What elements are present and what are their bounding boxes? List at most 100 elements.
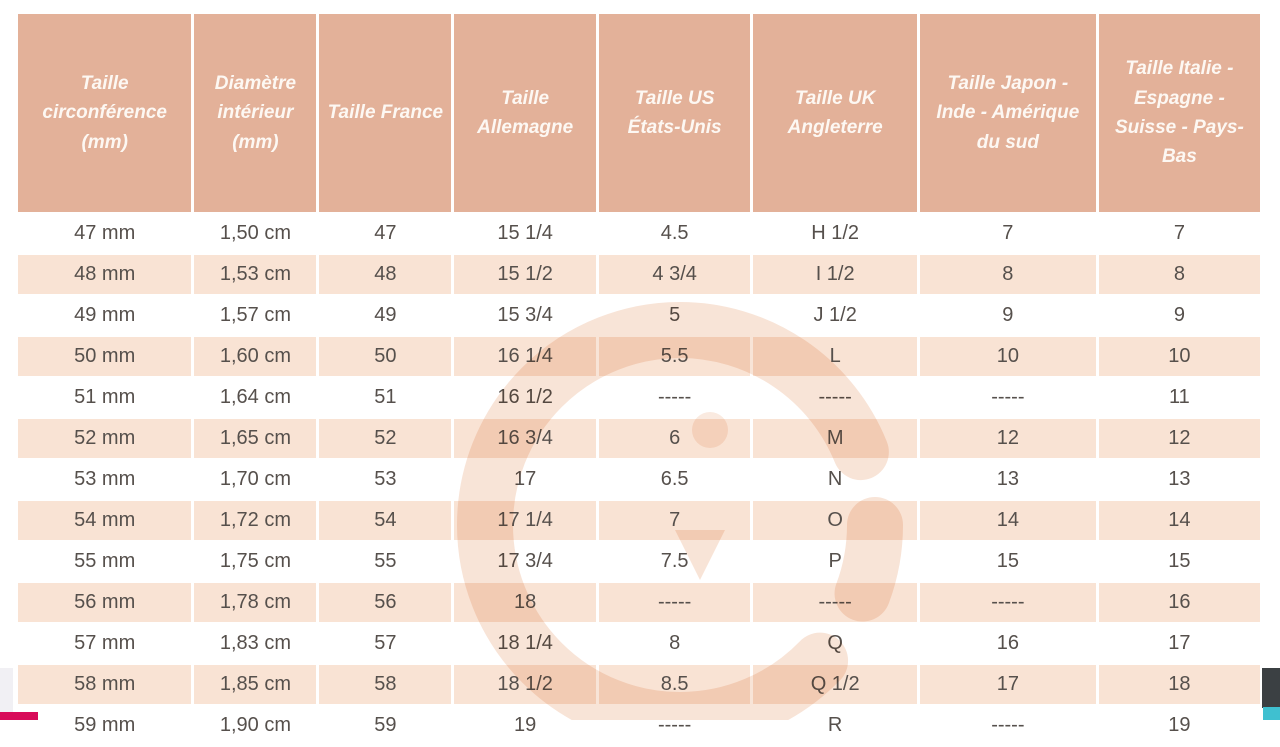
table-cell-r7-c1: 1,72 cm	[194, 501, 317, 540]
table-cell-r10-c4: 8	[598, 624, 751, 663]
table-row: 49 mm 1,57 cm 49 15 3/4 5 J 1/2 9 9	[18, 296, 1260, 335]
table-cell-r9-c7: 16	[1098, 583, 1260, 622]
header-row: Taille circonférence (mm) Diamètre intéri…	[18, 14, 1260, 212]
table-cell-r11-c1: 1,85 cm	[194, 665, 317, 704]
table-cell-r1-c2: 48	[319, 255, 452, 294]
table-cell-r10-c6: 16	[919, 624, 1096, 663]
table-cell-r2-c7: 9	[1098, 296, 1260, 335]
table-cell-r5-c7: 12	[1098, 419, 1260, 458]
table-cell-r3-c3: 16 1/4	[454, 337, 596, 376]
table-cell-r3-c6: 10	[919, 337, 1096, 376]
table-row: 47 mm 1,50 cm 47 15 1/4 4.5 H 1/2 7 7	[18, 214, 1260, 253]
table-cell-r0-c3: 15 1/4	[454, 214, 596, 253]
table-row: 58 mm 1,85 cm 58 18 1/2 8.5 Q 1/2 17 18	[18, 665, 1260, 704]
table-cell-r9-c5: -----	[753, 583, 917, 622]
table-cell-r9-c6: -----	[919, 583, 1096, 622]
table-cell-r8-c4: 7.5	[598, 542, 751, 581]
table-cell-r4-c7: 11	[1098, 378, 1260, 417]
table-cell-r5-c0: 52 mm	[18, 419, 192, 458]
table-cell-r4-c2: 51	[319, 378, 452, 417]
ring-size-conversion-page: Taille circonférence (mm) Diamètre intéri…	[0, 14, 1280, 736]
table-cell-r11-c4: 8.5	[598, 665, 751, 704]
table-cell-r3-c5: L	[753, 337, 917, 376]
table-row: 57 mm 1,83 cm 57 18 1/4 8 Q 16 17	[18, 624, 1260, 663]
table-cell-r10-c2: 57	[319, 624, 452, 663]
table-cell-r3-c0: 50 mm	[18, 337, 192, 376]
table-cell-r0-c0: 47 mm	[18, 214, 192, 253]
table-cell-r12-c1: 1,90 cm	[194, 706, 317, 745]
table-cell-r7-c4: 7	[598, 501, 751, 540]
table-cell-r9-c4: -----	[598, 583, 751, 622]
table-cell-r6-c1: 1,70 cm	[194, 460, 317, 499]
table-row: 59 mm 1,90 cm 59 19 ----- R ----- 19	[18, 706, 1260, 745]
column-header-1: Diamètre intérieur (mm)	[194, 14, 317, 212]
table-cell-r4-c5: -----	[753, 378, 917, 417]
table-row: 56 mm 1,78 cm 56 18 ----- ----- ----- 16	[18, 583, 1260, 622]
table-cell-r6-c7: 13	[1098, 460, 1260, 499]
table-cell-r0-c2: 47	[319, 214, 452, 253]
table-cell-r11-c0: 58 mm	[18, 665, 192, 704]
table-cell-r7-c0: 54 mm	[18, 501, 192, 540]
table-row: 55 mm 1,75 cm 55 17 3/4 7.5 P 15 15	[18, 542, 1260, 581]
table-cell-r2-c4: 5	[598, 296, 751, 335]
table-cell-r12-c7: 19	[1098, 706, 1260, 745]
page-edge-gray-strip	[0, 668, 13, 720]
table-cell-r0-c6: 7	[919, 214, 1096, 253]
page-edge-scrollbar-fragment	[1262, 668, 1280, 708]
table-cell-r11-c6: 17	[919, 665, 1096, 704]
table-cell-r4-c3: 16 1/2	[454, 378, 596, 417]
table-cell-r10-c5: Q	[753, 624, 917, 663]
table-row: 54 mm 1,72 cm 54 17 1/4 7 O 14 14	[18, 501, 1260, 540]
column-header-4: Taille US États-Unis	[598, 14, 751, 212]
table-cell-r9-c0: 56 mm	[18, 583, 192, 622]
table-cell-r10-c7: 17	[1098, 624, 1260, 663]
table-cell-r8-c6: 15	[919, 542, 1096, 581]
table-cell-r7-c7: 14	[1098, 501, 1260, 540]
table-cell-r11-c2: 58	[319, 665, 452, 704]
table-row: 50 mm 1,60 cm 50 16 1/4 5.5 L 10 10	[18, 337, 1260, 376]
table-cell-r11-c5: Q 1/2	[753, 665, 917, 704]
table-body: 47 mm 1,50 cm 47 15 1/4 4.5 H 1/2 7 7 48 mm 1,53 …	[18, 214, 1260, 745]
table-cell-r12-c5: R	[753, 706, 917, 745]
table-cell-r7-c3: 17 1/4	[454, 501, 596, 540]
table-cell-r8-c1: 1,75 cm	[194, 542, 317, 581]
table-cell-r10-c3: 18 1/4	[454, 624, 596, 663]
table-cell-r10-c0: 57 mm	[18, 624, 192, 663]
table-cell-r5-c2: 52	[319, 419, 452, 458]
table-cell-r2-c6: 9	[919, 296, 1096, 335]
table-cell-r6-c2: 53	[319, 460, 452, 499]
table-cell-r1-c5: I 1/2	[753, 255, 917, 294]
table-cell-r5-c3: 16 3/4	[454, 419, 596, 458]
table-row: 52 mm 1,65 cm 52 16 3/4 6 M 12 12	[18, 419, 1260, 458]
table-cell-r4-c6: -----	[919, 378, 1096, 417]
table-cell-r2-c1: 1,57 cm	[194, 296, 317, 335]
table-cell-r6-c6: 13	[919, 460, 1096, 499]
table-cell-r8-c7: 15	[1098, 542, 1260, 581]
table-cell-r1-c1: 1,53 cm	[194, 255, 317, 294]
table-cell-r2-c2: 49	[319, 296, 452, 335]
table-cell-r6-c4: 6.5	[598, 460, 751, 499]
table-cell-r0-c4: 4.5	[598, 214, 751, 253]
table-cell-r2-c5: J 1/2	[753, 296, 917, 335]
table-cell-r4-c0: 51 mm	[18, 378, 192, 417]
table-cell-r0-c7: 7	[1098, 214, 1260, 253]
table-cell-r3-c2: 50	[319, 337, 452, 376]
table-cell-r9-c3: 18	[454, 583, 596, 622]
table-cell-r6-c0: 53 mm	[18, 460, 192, 499]
table-cell-r9-c2: 56	[319, 583, 452, 622]
column-header-7: Taille Italie - Espagne - Suisse - Pays-…	[1098, 14, 1260, 212]
table-cell-r5-c6: 12	[919, 419, 1096, 458]
column-header-2: Taille France	[319, 14, 452, 212]
table-cell-r8-c0: 55 mm	[18, 542, 192, 581]
table-cell-r1-c7: 8	[1098, 255, 1260, 294]
table-row: 53 mm 1,70 cm 53 17 6.5 N 13 13	[18, 460, 1260, 499]
table-cell-r2-c3: 15 3/4	[454, 296, 596, 335]
table-cell-r6-c3: 17	[454, 460, 596, 499]
table-cell-r6-c5: N	[753, 460, 917, 499]
table-cell-r3-c4: 5.5	[598, 337, 751, 376]
table-cell-r1-c4: 4 3/4	[598, 255, 751, 294]
table-cell-r7-c6: 14	[919, 501, 1096, 540]
table-cell-r8-c5: P	[753, 542, 917, 581]
table-cell-r11-c3: 18 1/2	[454, 665, 596, 704]
table-cell-r10-c1: 1,83 cm	[194, 624, 317, 663]
